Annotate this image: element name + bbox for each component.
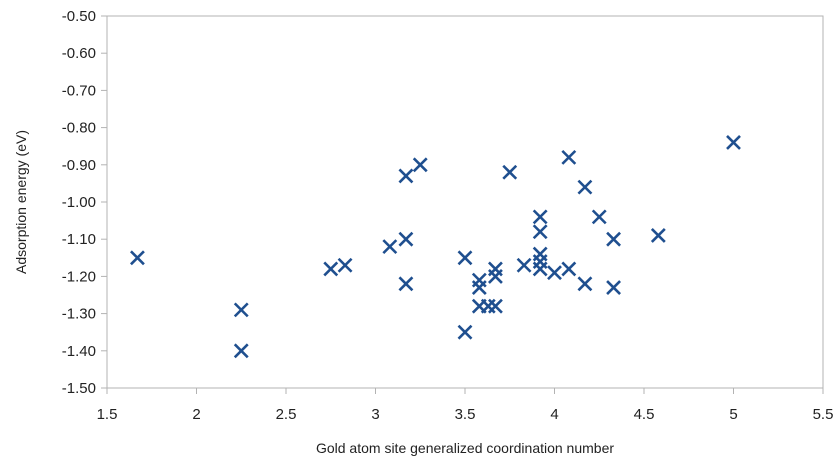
data-point (726, 135, 741, 150)
data-point (561, 149, 577, 165)
x-axis-title: Gold atom site generalized coordination … (316, 440, 614, 456)
data-point (547, 265, 562, 281)
y-tick-label: -1.50 (62, 380, 96, 397)
x-tick-label: 3 (371, 406, 379, 423)
data-point (398, 168, 414, 184)
x-tick-label: 3.5 (455, 406, 476, 423)
data-point (606, 231, 621, 247)
data-point (233, 343, 249, 359)
data-point (532, 261, 548, 277)
marker-stroke (606, 231, 621, 247)
data-point (233, 302, 249, 318)
marker-stroke (398, 231, 414, 247)
marker-stroke (457, 324, 473, 340)
marker-stroke (488, 268, 503, 284)
data-point (532, 224, 548, 240)
x-tick-label: 1.5 (97, 406, 118, 423)
marker-stroke (726, 135, 741, 150)
y-axis: -0.50 -0.60 -0.70 -0.80 -0.90 -1.00 -1.10 -1.20… (62, 8, 107, 397)
x-tick-label: 4 (550, 406, 558, 423)
y-tick-label: -1.30 (62, 306, 96, 323)
marker-stroke (323, 261, 339, 277)
marker-stroke (398, 276, 414, 292)
data-point (471, 280, 487, 295)
y-tick-label: -1.00 (62, 194, 96, 211)
data-points (130, 135, 741, 359)
data-point (457, 324, 473, 340)
marker-stroke (532, 224, 548, 240)
marker-stroke (516, 257, 532, 273)
marker-stroke (547, 265, 562, 281)
marker-stroke (502, 164, 518, 180)
data-point (561, 261, 577, 277)
data-point (516, 257, 532, 273)
y-tick-label: -0.60 (62, 45, 96, 62)
data-point (337, 257, 353, 273)
data-point (130, 250, 145, 266)
y-tick-label: -1.40 (62, 343, 96, 360)
marker-stroke (650, 228, 666, 243)
y-tick-label: -0.90 (62, 157, 96, 174)
x-tick-label: 2.5 (276, 406, 297, 423)
marker-stroke (606, 280, 621, 295)
marker-stroke (577, 179, 593, 195)
marker-stroke (382, 239, 398, 255)
x-tick-label: 5.5 (813, 406, 834, 423)
marker-stroke (488, 298, 503, 314)
marker-stroke (398, 168, 414, 184)
y-tick-label: -1.10 (62, 231, 96, 248)
data-point (323, 261, 339, 277)
x-tick-label: 5 (729, 406, 737, 423)
marker-stroke (130, 250, 145, 266)
marker-stroke (591, 209, 607, 225)
data-point (606, 280, 621, 295)
x-axis: 1.5 2 2.5 3 3.5 4 4.5 5 5.5 (97, 388, 834, 423)
x-tick-label: 4.5 (634, 406, 655, 423)
data-point (457, 250, 473, 266)
data-point (577, 276, 593, 292)
y-tick-label: -0.70 (62, 82, 96, 99)
data-point (398, 276, 414, 292)
data-point (591, 209, 607, 225)
y-tick-label: -0.50 (62, 8, 96, 25)
marker-stroke (577, 276, 593, 292)
data-point (398, 231, 414, 247)
data-point (412, 157, 428, 173)
marker-stroke (471, 280, 487, 295)
marker-stroke (457, 250, 473, 266)
data-point (480, 298, 496, 314)
data-point (488, 298, 503, 314)
marker-stroke (561, 261, 577, 277)
data-point (502, 164, 518, 180)
x-tick-label: 2 (192, 406, 200, 423)
data-point (382, 239, 398, 255)
y-tick-label: -1.20 (62, 268, 96, 285)
data-point (488, 268, 503, 284)
y-axis-title: Adsorption energy (eV) (13, 130, 29, 274)
marker-stroke (532, 209, 548, 225)
y-tick-label: -0.80 (62, 120, 96, 137)
marker-stroke (337, 257, 353, 273)
data-point (577, 179, 593, 195)
marker-stroke (532, 261, 548, 277)
data-point (532, 209, 548, 225)
marker-stroke (561, 149, 577, 165)
marker-stroke (233, 343, 249, 359)
data-point (650, 228, 666, 243)
marker-stroke (412, 157, 428, 173)
marker-stroke (233, 302, 249, 318)
